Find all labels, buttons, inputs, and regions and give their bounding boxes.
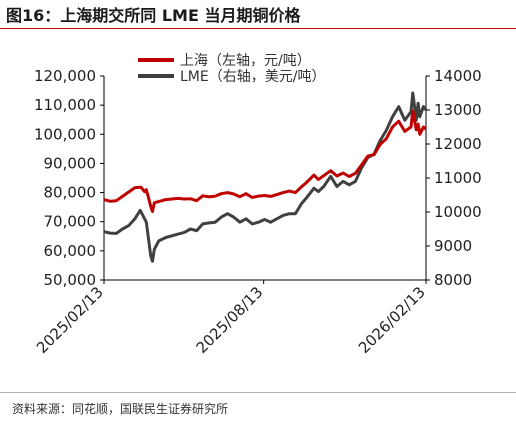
right-y-tick-label: 11000 [434, 169, 482, 187]
chart-title: 图16：上海期交所同 LME 当月期铜价格 [6, 6, 301, 25]
right-y-tick-label: 8000 [434, 271, 472, 289]
left-y-tick-label: 90,000 [44, 154, 97, 172]
legend-label-shanghai: 上海（左轴，元/吨） [180, 53, 311, 69]
left-y-tick-label: 100,000 [34, 125, 96, 143]
chart-canvas: 50,000 60,000 70,000 80,000 90,000 100,000 110… [33, 53, 482, 357]
left-y-tick-label: 120,000 [34, 67, 96, 85]
shanghai-series-line [103, 109, 427, 213]
right-y-tick-label: 10000 [434, 203, 482, 221]
left-y-tick-label: 50,000 [44, 271, 97, 289]
source-note: 资料来源：同花顺，国联民生证券研究所 [12, 402, 229, 416]
series-layer [103, 91, 428, 263]
legend-label-lme: LME（右轴，美元/吨） [180, 69, 325, 85]
left-y-tick-label: 70,000 [44, 213, 97, 231]
right-y-tick-label: 13000 [434, 101, 482, 119]
x-tick-label: 2025/08/13 [193, 283, 267, 357]
footer-divider [0, 392, 516, 393]
left-y-tick-label: 110,000 [34, 96, 96, 114]
title-divider [0, 28, 516, 29]
x-tick-label: 2025/02/13 [33, 283, 107, 357]
left-y-tick-label: 60,000 [44, 242, 97, 260]
right-y-tick-label: 12000 [434, 135, 482, 153]
right-y-tick-label: 14000 [434, 67, 482, 85]
right-y-tick-label: 9000 [434, 237, 472, 255]
legend: 上海（左轴，元/吨）LME（右轴，美元/吨） [138, 53, 325, 85]
x-tick-label: 2026/02/13 [355, 283, 429, 357]
left-y-tick-label: 80,000 [44, 184, 97, 202]
lme-series-line [103, 91, 428, 263]
